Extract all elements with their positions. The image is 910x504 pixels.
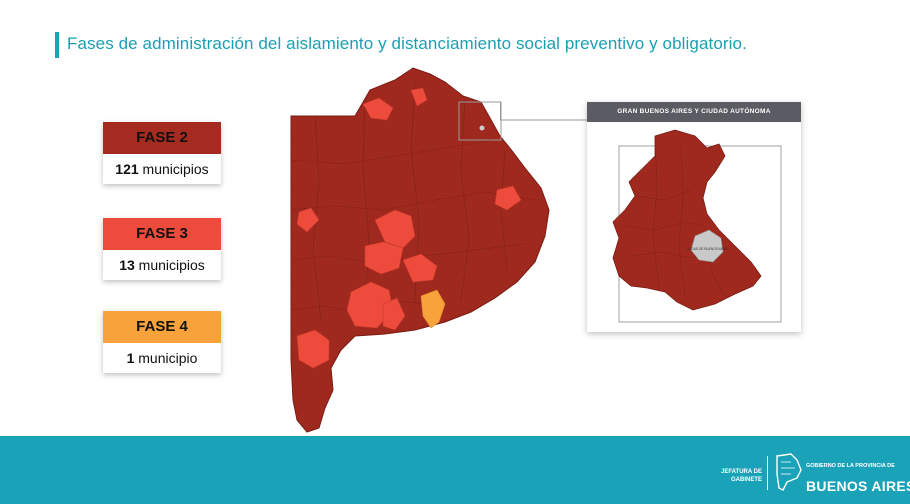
legend-card-fase-2: FASE 2 121 municipios — [103, 122, 221, 184]
legend-fase-3-unit: municipios — [138, 257, 205, 273]
legend-fase-2-number: 121 — [115, 161, 139, 177]
legend-fase-2-count: 121 municipios — [103, 154, 221, 184]
footer-band — [0, 436, 910, 504]
province-fase-2-area — [290, 67, 550, 433]
legend-fase-2-unit: municipios — [142, 161, 209, 177]
legend-fase-3-number: 13 — [119, 257, 135, 273]
legend-fase-3-count: 13 municipios — [103, 250, 221, 280]
footer-buenos-aires: BUENOS AIRES — [806, 478, 910, 494]
legend-fase-3-label: FASE 3 — [103, 218, 221, 250]
footer-jefatura: JEFATURA DE GABINETE — [720, 469, 762, 483]
province-fase-3-areas — [296, 87, 522, 369]
inset-gba-map: CIUDAD DE BUENOS AIRES — [612, 129, 782, 323]
caba-shape — [690, 229, 724, 263]
inset-gba-panel: GRAN BUENOS AIRES Y CIUDAD AUTÓNOMA CIUD… — [587, 102, 801, 332]
footer-separator — [767, 456, 768, 490]
caba-label: CIUDAD DE BUENOS AIRES — [686, 247, 728, 251]
province-fase-4-area — [420, 289, 446, 329]
legend-card-fase-3: FASE 3 13 municipios — [103, 218, 221, 280]
legend-fase-4-unit: municipio — [138, 350, 198, 366]
title-accent-bar — [55, 32, 59, 58]
inset-gba-fase-2-area — [612, 129, 762, 311]
legend-fase-4-number: 1 — [126, 350, 135, 366]
legend-fase-4-count: 1 municipio — [103, 343, 221, 373]
gba-marker-dot — [479, 125, 485, 131]
footer-gobierno: GOBIERNO DE LA PROVINCIA DE — [806, 463, 895, 469]
page-title: Fases de administración del aislamiento … — [67, 34, 747, 53]
gba-highlight-box — [458, 101, 502, 141]
legend-fase-2-label: FASE 2 — [103, 122, 221, 154]
province-map — [290, 67, 550, 433]
legend-card-fase-4: FASE 4 1 municipio — [103, 311, 221, 373]
province-logo-icon — [776, 453, 802, 491]
legend-fase-4-label: FASE 4 — [103, 311, 221, 343]
inset-title: GRAN BUENOS AIRES Y CIUDAD AUTÓNOMA — [587, 102, 801, 122]
inset-connector — [500, 102, 588, 121]
